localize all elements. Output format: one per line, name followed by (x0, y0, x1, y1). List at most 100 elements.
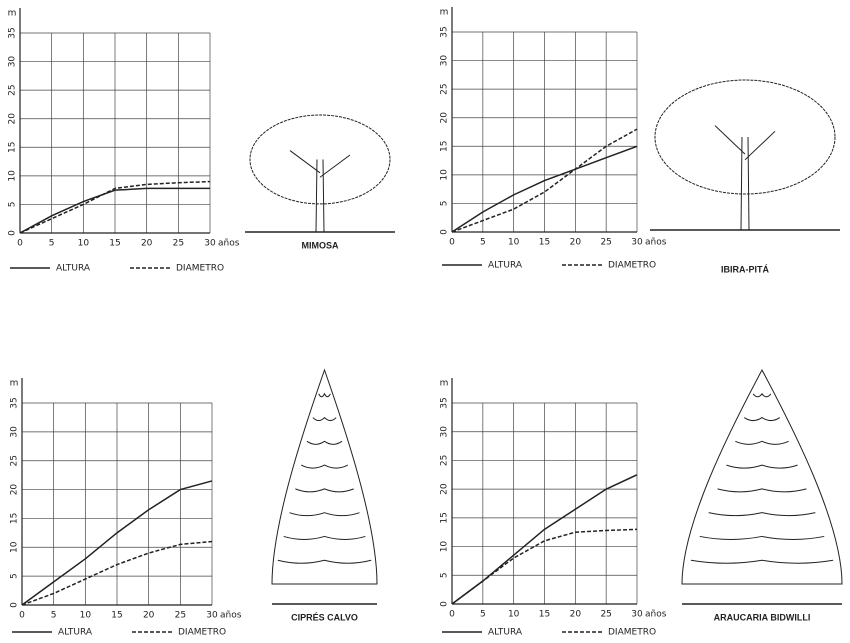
y-tick-label: 10 (440, 169, 450, 181)
x-tick-label: 5 (480, 610, 486, 620)
y-tick-label: 10 (8, 170, 18, 182)
tree-texture (753, 394, 771, 397)
legend-label: DIAMETRO (608, 628, 656, 638)
x-axis-label: años (645, 610, 667, 620)
y-axis-label: m (440, 379, 449, 389)
tree-trunk (290, 151, 350, 232)
legend-label: DIAMETRO (178, 628, 226, 638)
y-axis-label: m (8, 9, 17, 19)
tree-illustration (682, 370, 842, 604)
x-tick-label: 15 (539, 610, 550, 620)
y-tick-label: 15 (8, 142, 18, 153)
y-tick-label: 20 (10, 484, 20, 496)
x-tick-label: 30 (204, 239, 216, 249)
y-tick-label: 10 (10, 541, 20, 553)
y-tick-label: 20 (440, 112, 450, 124)
page: {"chart_data":[ {"type":"line","title":"… (0, 0, 850, 643)
tree-illustration (272, 370, 377, 604)
y-tick-label: 35 (10, 397, 20, 408)
x-tick-label: 25 (600, 610, 611, 620)
x-tick-label: 30 (206, 611, 218, 621)
x-tick-label: 0 (449, 610, 455, 620)
x-axis-label: años (645, 238, 667, 248)
x-tick-label: 0 (19, 611, 25, 621)
figure: 0 5 10 15 20 25 30 35 0 5 10 15 20 25 30 m años ALTURA DIA… (0, 0, 850, 643)
x-tick-label: 5 (480, 238, 486, 248)
legend-label: DIAMETRO (608, 261, 656, 271)
y-tick-label: 30 (10, 426, 20, 438)
y-tick-label: 15 (440, 512, 450, 523)
tree-texture (735, 441, 788, 444)
tree-texture (726, 465, 797, 468)
y-tick-label: 15 (440, 141, 450, 152)
y-tick-label: 0 (8, 230, 18, 236)
x-axis-label: años (218, 239, 240, 249)
tree-caption: MIMOSA (302, 240, 339, 250)
tree-texture (718, 489, 807, 492)
x-tick-label: 10 (508, 610, 520, 620)
tree-texture (691, 560, 833, 563)
tree-texture (278, 560, 371, 563)
tree-trunk (715, 126, 775, 230)
y-tick-label: 25 (10, 455, 20, 466)
legend-label: ALTURA (488, 261, 523, 271)
y-tick-label: 5 (440, 572, 450, 578)
x-tick-label: 20 (570, 238, 582, 248)
tree-caption: CIPRÉS CALVO (291, 612, 358, 622)
x-tick-label: 25 (173, 239, 184, 249)
x-tick-label: 0 (449, 238, 455, 248)
x-tick-label: 15 (111, 611, 122, 621)
x-tick-label: 20 (141, 239, 153, 249)
y-tick-label: 0 (440, 601, 450, 607)
legend-label: ALTURA (488, 628, 523, 638)
y-tick-label: 20 (440, 483, 450, 495)
y-tick-label: 20 (8, 113, 18, 125)
x-tick-label: 25 (600, 238, 611, 248)
x-tick-label: 10 (78, 239, 90, 249)
x-tick-label: 5 (49, 239, 55, 249)
y-tick-label: 0 (440, 229, 450, 235)
legend-label: ALTURA (56, 264, 91, 274)
y-tick-label: 0 (10, 602, 20, 608)
x-tick-label: 25 (175, 611, 186, 621)
x-tick-label: 15 (109, 239, 120, 249)
x-tick-label: 10 (508, 238, 520, 248)
tree-texture (295, 489, 353, 492)
y-tick-label: 35 (8, 27, 18, 38)
y-tick-label: 30 (8, 56, 18, 68)
tree-crown (682, 370, 842, 584)
y-tick-label: 25 (440, 83, 450, 94)
x-tick-label: 20 (143, 611, 155, 621)
y-tick-label: 25 (8, 84, 18, 95)
x-tick-label: 0 (17, 239, 23, 249)
x-tick-label: 15 (539, 238, 550, 248)
x-tick-label: 10 (80, 611, 92, 621)
y-tick-label: 25 (440, 455, 450, 466)
tree-illustration (650, 80, 840, 230)
y-tick-label: 35 (440, 397, 450, 408)
tree-texture (307, 441, 342, 444)
y-tick-label: 30 (440, 55, 450, 67)
x-tick-label: 30 (631, 610, 643, 620)
tree-texture (319, 394, 331, 397)
legend-label: DIAMETRO (176, 264, 224, 274)
tree-illustration (245, 115, 395, 232)
tree-texture (700, 536, 824, 539)
tree-texture (744, 418, 780, 421)
y-tick-label: 5 (440, 201, 450, 207)
tree-crown (655, 80, 835, 194)
tree-texture (301, 465, 348, 468)
legend-label: ALTURA (58, 628, 93, 638)
tree-texture (284, 536, 366, 539)
tree-caption: IBIRA-PITÁ (721, 264, 769, 274)
y-tick-label: 35 (440, 26, 450, 37)
tree-caption: ARAUCARIA BIDWILLI (714, 612, 811, 622)
y-tick-label: 30 (440, 426, 450, 438)
x-tick-label: 5 (51, 611, 57, 621)
tree-texture (290, 513, 360, 516)
tree-crown (272, 370, 377, 584)
tree-crown (250, 115, 390, 204)
y-tick-label: 5 (8, 202, 18, 208)
y-tick-label: 15 (10, 513, 20, 524)
y-tick-label: 5 (10, 573, 20, 579)
